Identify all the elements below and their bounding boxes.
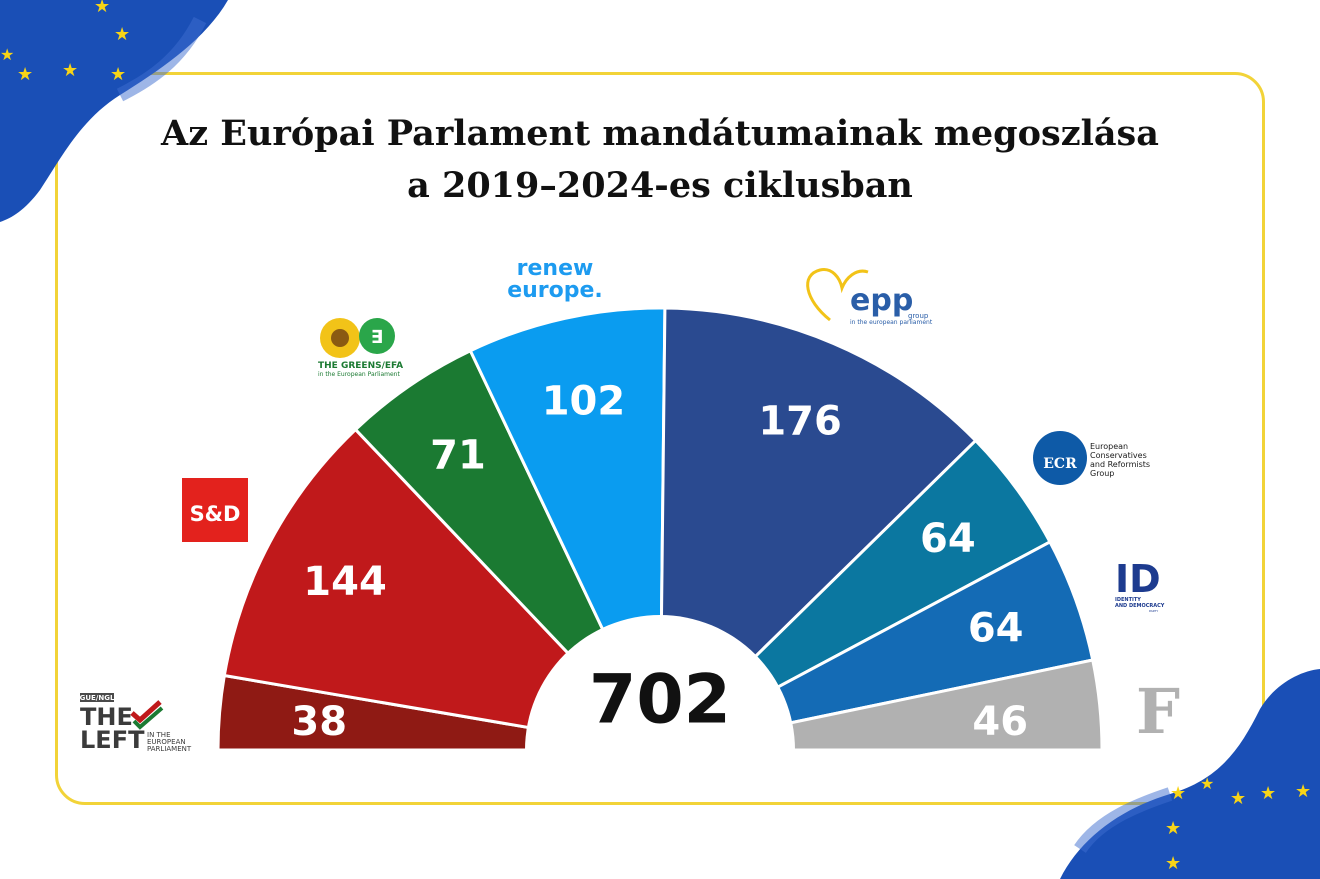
ecr-text-2: Conservatives: [1090, 451, 1147, 460]
seat-value-label: 64: [968, 605, 1024, 651]
star-icon: ★: [94, 0, 110, 17]
ecr-circle-icon: [1033, 431, 1087, 485]
epp-logo: epp group in the european parliament: [806, 268, 933, 326]
seat-value-label: 64: [920, 516, 976, 562]
epp-logo-text: epp: [850, 283, 913, 318]
eu-stars-top-left: ★ ★ ★ ★ ★ ★: [0, 0, 130, 85]
ecr-logo: ECR European Conservatives and Reformist…: [1033, 431, 1150, 485]
the-left-check-icon: [130, 700, 162, 724]
seat-value-label: 176: [758, 399, 842, 445]
efa-glyph: ∃: [371, 327, 383, 348]
greens-logo-text-2: in the European Parliament: [318, 371, 400, 378]
star-icon: ★: [1260, 783, 1276, 804]
eu-flag-fold: [116, 16, 207, 102]
renew-line-2: europe.: [507, 278, 603, 303]
eu-stars-bottom-right: ★ ★ ★ ★ ★ ★ ★: [1165, 774, 1311, 874]
chart-title: Az Európai Parlament mandátumainak megos…: [0, 108, 1320, 212]
star-icon: ★: [62, 60, 78, 81]
seat-value-label: 38: [291, 699, 347, 745]
chart-title-line-1: Az Európai Parlament mandátumainak megos…: [161, 113, 1159, 154]
star-icon: ★: [110, 64, 126, 85]
seat-value-label: 144: [303, 559, 387, 605]
efa-globe-icon: [359, 318, 395, 354]
seat-labels: 38 144 71 102 176 64 64 46: [291, 378, 1028, 745]
sd-logo-text: S&D: [190, 502, 241, 526]
the-left-sub-1: IN THE: [147, 731, 171, 739]
renew-line-1: renew: [517, 256, 594, 281]
ecr-mark: ECR: [1043, 456, 1077, 472]
star-icon: ★: [1165, 853, 1181, 874]
non-attached-mark: F: [1136, 675, 1180, 748]
greens-logo-text-1: THE GREENS/EFA: [318, 361, 403, 371]
id-text-2: AND DEMOCRACY: [1115, 603, 1165, 609]
the-left-small-text: GUE/NGL: [80, 694, 115, 702]
ecr-text-4: Group: [1090, 469, 1114, 478]
eu-flag-corner-bottom-right: ★ ★ ★ ★ ★ ★ ★: [1060, 669, 1320, 879]
eu-flag-fold: [1074, 787, 1173, 854]
the-left-badge: [80, 693, 114, 702]
epp-group-text: group: [908, 312, 929, 320]
seat-value-label: 71: [430, 433, 486, 479]
center-hole: [525, 615, 795, 750]
ecr-text-1: European: [1090, 442, 1128, 451]
id-logo: ID IDENTITY AND DEMOCRACY PARTY: [1115, 557, 1165, 613]
the-left-logo: GUE/NGL THE LEFT IN THE EUROPEAN PARLIAM…: [80, 693, 192, 754]
star-icon: ★: [1170, 783, 1186, 804]
star-icon: ★: [17, 64, 33, 85]
seat-wedge: [658, 306, 978, 754]
eu-flag-shape: [1060, 669, 1320, 879]
seat-value-label: 102: [542, 378, 626, 424]
seat-value-label: 46: [972, 699, 1028, 745]
non-attached-logo: F: [1136, 675, 1180, 748]
total-seats-label: 702: [589, 661, 731, 740]
renew-logo: renew europe.: [507, 256, 603, 303]
the-left-line-2: LEFT: [80, 726, 145, 754]
id-text-1: IDENTITY: [1115, 597, 1141, 603]
star-icon: ★: [1230, 788, 1246, 809]
id-mark: ID: [1115, 557, 1161, 601]
star-icon: ★: [1200, 774, 1214, 793]
greens-logo: ∃ THE GREENS/EFA in the European Parliam…: [318, 318, 403, 378]
the-left-line-1: THE: [80, 703, 133, 731]
sd-logo-box: [182, 478, 248, 542]
sd-logo: S&D: [182, 478, 248, 542]
star-icon: ★: [1165, 818, 1181, 839]
star-icon: ★: [0, 45, 14, 64]
ecr-text-3: and Reformists: [1090, 460, 1150, 469]
eu-flag-corner-top-left: ★ ★ ★ ★ ★ ★: [0, 0, 228, 222]
star-icon: ★: [114, 24, 130, 45]
id-text-3: PARTY: [1149, 609, 1158, 613]
sunflower-center: [331, 329, 349, 347]
epp-heart-icon: [806, 268, 869, 322]
the-left-check-icon-green: [132, 706, 164, 730]
epp-sub-text: in the european parliament: [850, 319, 933, 326]
seat-wedge: [222, 427, 665, 753]
star-icon: ★: [1295, 781, 1311, 802]
chart-title-line-2: a 2019–2024-es ciklusban: [407, 165, 913, 206]
the-left-sub-2: EUROPEAN: [147, 738, 186, 746]
the-left-sub-3: PARLIAMENT: [147, 745, 192, 753]
